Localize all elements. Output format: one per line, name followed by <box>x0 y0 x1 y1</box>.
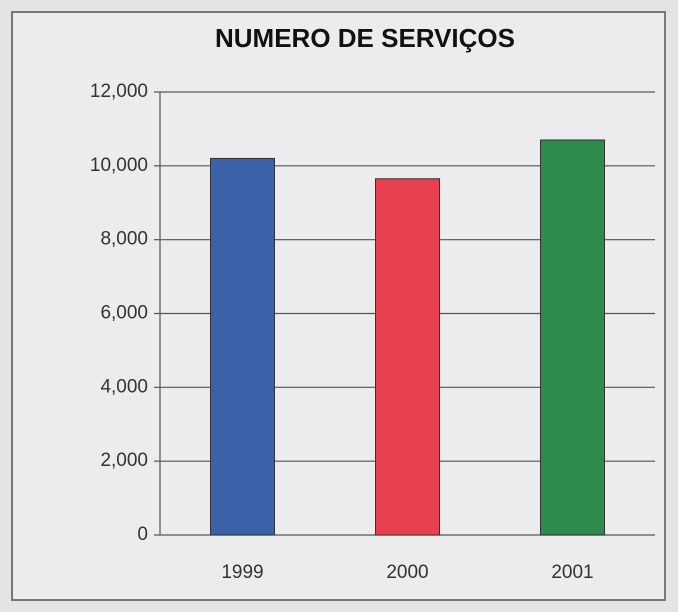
bar <box>210 157 275 536</box>
y-tick-label: 6,000 <box>100 303 148 324</box>
x-tick-label: 1999 <box>221 562 263 583</box>
bar <box>540 139 605 536</box>
y-tick-label: 12,000 <box>90 81 148 102</box>
x-tick-label: 2001 <box>551 562 593 583</box>
y-tick-label: 8,000 <box>100 229 148 250</box>
bar <box>375 178 440 536</box>
y-tick-label: 2,000 <box>100 450 148 471</box>
y-tick-label: 4,000 <box>100 376 148 397</box>
y-tick-label: 0 <box>137 524 148 545</box>
chart-title: NUMERO DE SERVIÇOS <box>215 23 515 53</box>
y-tick-label: 10,000 <box>90 155 148 176</box>
x-tick-label: 2000 <box>386 562 428 583</box>
